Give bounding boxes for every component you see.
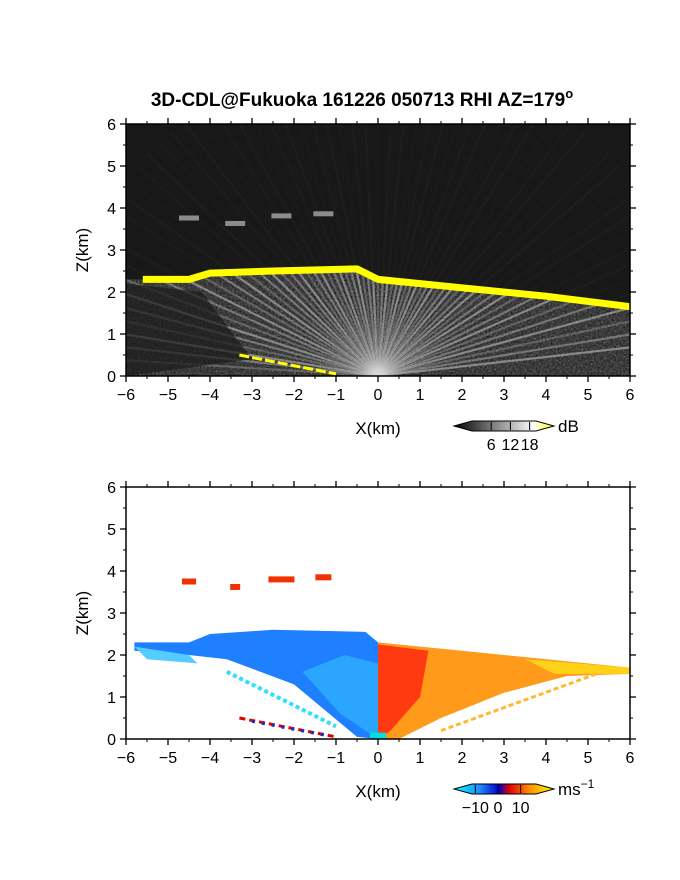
vel-ytick-label: 1 (107, 690, 116, 707)
refl-xtick-label: −5 (159, 387, 177, 404)
reflectivity-colorbar: 6 12 18 dB (452, 417, 579, 454)
refl-ytick-label: 1 (107, 327, 116, 344)
vel-cb-tick-label: 10 (512, 800, 530, 817)
refl-beam (377, 320, 630, 376)
refl-xtick-label: 1 (416, 387, 425, 404)
vel-xlabel: X(km) (355, 782, 400, 801)
vel-xtick-label: −5 (159, 750, 177, 767)
vel-ytick-label: 3 (107, 606, 116, 623)
velocity-colorbar: −10 0 10 ms−1 (452, 777, 595, 817)
refl-xtick-label: −2 (285, 387, 303, 404)
vel-cyan-streak (225, 670, 337, 729)
reflectivity-colorbar-bar (452, 420, 556, 432)
vel-xtick-label: −1 (327, 750, 345, 767)
refl-xtick-label: −4 (201, 387, 219, 404)
refl-cloud-top (142, 265, 630, 311)
vel-xtick-label: −4 (201, 750, 219, 767)
refl-upper-patch (225, 220, 246, 226)
refl-ylabel: Z(km) (73, 228, 92, 272)
refl-xtick-label: 2 (458, 387, 467, 404)
reflectivity-panel: −6 −5 −4 −3 −2 −1 0 1 2 3 4 5 6 0 1 2 3 4 5 6 X(km) Z(km) (73, 117, 636, 438)
vel-positive-core (378, 644, 429, 739)
refl-xtick-label: 6 (626, 387, 635, 404)
vel-ytick-label: 0 (107, 732, 116, 749)
vel-cb-tick-label: 0 (494, 800, 503, 817)
refl-xtick-label: 4 (542, 387, 551, 404)
vel-xtick-label: 3 (500, 750, 509, 767)
vel-negative-core (302, 655, 378, 739)
vel-upper-patch (182, 578, 196, 585)
refl-beam (377, 346, 630, 376)
refl-xtick-label: 3 (500, 387, 509, 404)
refl-cb-tick-label: 6 (487, 437, 496, 454)
vel-ytick-label: 5 (107, 522, 116, 539)
refl-ytick-label: 3 (107, 243, 116, 260)
vel-low-echo (239, 716, 337, 739)
velocity-colorbar-bar (452, 783, 556, 795)
refl-beam (377, 292, 630, 376)
vel-ytick-label: 4 (107, 564, 116, 581)
vel-xtick-label: 4 (542, 750, 551, 767)
refl-xtick-label: 0 (374, 387, 383, 404)
refl-upper-patch (313, 211, 334, 217)
vel-negative-region (134, 629, 378, 739)
refl-low-echo (239, 353, 337, 376)
vel-xtick-label: −2 (285, 750, 303, 767)
vel-cb-tick-label: −10 (462, 800, 489, 817)
figure-title: 3D-CDL@Fukuoka 161226 050713 RHI AZ=179o (151, 86, 573, 111)
vel-xtick-label: 0 (374, 750, 383, 767)
refl-upper-patch (179, 215, 199, 221)
refl-ytick-label: 2 (107, 285, 116, 302)
refl-xlabel: X(km) (355, 419, 400, 438)
vel-upper-patch (315, 574, 332, 581)
refl-xtick-label: −1 (327, 387, 345, 404)
vel-low-echo-blue (251, 719, 328, 738)
refl-cb-tick-label: 12 (502, 437, 520, 454)
refl-clear-air (126, 124, 630, 307)
vel-xtick-label: −6 (117, 750, 135, 767)
vel-xtick-label: 1 (416, 750, 425, 767)
vel-positive-far (525, 659, 630, 674)
refl-xtick-label: −6 (117, 387, 135, 404)
velocity-panel: −6 −5 −4 −3 −2 −1 0 1 2 3 4 5 6 0 1 2 3 4 5 6 X(km) Z(km) (73, 480, 636, 801)
refl-ytick-label: 5 (107, 159, 116, 176)
vel-lower-streak (440, 672, 597, 733)
refl-ytick-label: 4 (107, 201, 116, 218)
refl-ytick-label: 0 (107, 369, 116, 386)
vel-upper-patch (268, 576, 295, 583)
refl-cb-tick-label: 18 (521, 437, 539, 454)
vel-ytick-label: 2 (107, 648, 116, 665)
vel-ylabel: Z(km) (73, 591, 92, 635)
refl-beam (377, 306, 630, 376)
velocity-colorbar-unit: ms−1 (558, 777, 595, 799)
reflectivity-colorbar-unit: dB (558, 417, 579, 436)
vel-xtick-label: 2 (458, 750, 467, 767)
vel-origin (370, 732, 386, 739)
vel-left-patch (134, 646, 198, 664)
vel-xtick-label: 5 (584, 750, 593, 767)
vel-upper-patch (230, 583, 241, 590)
refl-xtick-label: 5 (584, 387, 593, 404)
vel-xtick-label: −3 (243, 750, 261, 767)
refl-left-gap (126, 283, 252, 376)
refl-xtick-label: −3 (243, 387, 261, 404)
vel-xtick-label: 6 (626, 750, 635, 767)
vel-ytick-label: 6 (107, 480, 116, 497)
refl-ytick-label: 6 (107, 117, 116, 134)
refl-upper-patch (271, 213, 292, 219)
refl-beam (126, 278, 379, 376)
refl-beam (377, 333, 630, 376)
